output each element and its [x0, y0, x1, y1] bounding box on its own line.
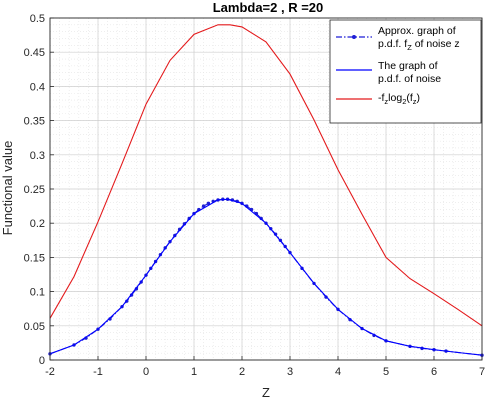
x-axis-label: Z [262, 385, 270, 400]
series-line-2 [49, 24, 483, 327]
y-axis-label: Functional value [0, 141, 15, 236]
y-tick-label: 0.05 [24, 321, 45, 333]
x-tick-label: 0 [143, 366, 149, 378]
y-tick-label: 0.25 [24, 184, 45, 196]
y-tick-label: 0.1 [30, 287, 45, 299]
legend-label-pdf-line2: p.d.f. of noise [378, 73, 441, 85]
x-tick-label: 1 [191, 366, 197, 378]
chart-title: Lambda=2 , R =20 [213, 0, 324, 15]
y-tick-label: 0.45 [24, 47, 45, 59]
legend-label-pdf: The graph of [378, 60, 438, 72]
legend-marker-approx [352, 35, 356, 39]
y-tick-label: 0.4 [30, 81, 45, 93]
x-tick-label: 4 [335, 366, 341, 378]
y-tick-label: 0.35 [24, 116, 45, 128]
x-tick-label: 2 [239, 366, 245, 378]
y-tick-label: 0.2 [30, 218, 45, 230]
y-tick-label: 0.5 [30, 13, 45, 25]
x-tick-label: 6 [431, 366, 437, 378]
legend-label-approx: Approx. graph of [378, 25, 456, 37]
axes-box [49, 17, 483, 361]
legend: Approx. graph ofp.d.f. fZ of noise z The … [329, 19, 482, 124]
legend-label-entropy: -fzlog2(fz) [378, 92, 420, 106]
x-tick-label: -2 [45, 366, 55, 378]
y-tick-label: 0 [39, 355, 45, 367]
x-tick-label: 5 [383, 366, 389, 378]
legend-label-approx-line2: p.d.f. fZ of noise z [378, 38, 460, 52]
x-tick-label: 3 [287, 366, 293, 378]
series-line-1 [49, 198, 483, 356]
data-point [206, 201, 211, 206]
y-tick-label: 0.3 [30, 150, 45, 162]
x-tick-label: -1 [93, 366, 103, 378]
y-tick-label: 0.15 [24, 252, 45, 264]
x-tick-label: 7 [479, 366, 485, 378]
data-point [201, 204, 206, 208]
